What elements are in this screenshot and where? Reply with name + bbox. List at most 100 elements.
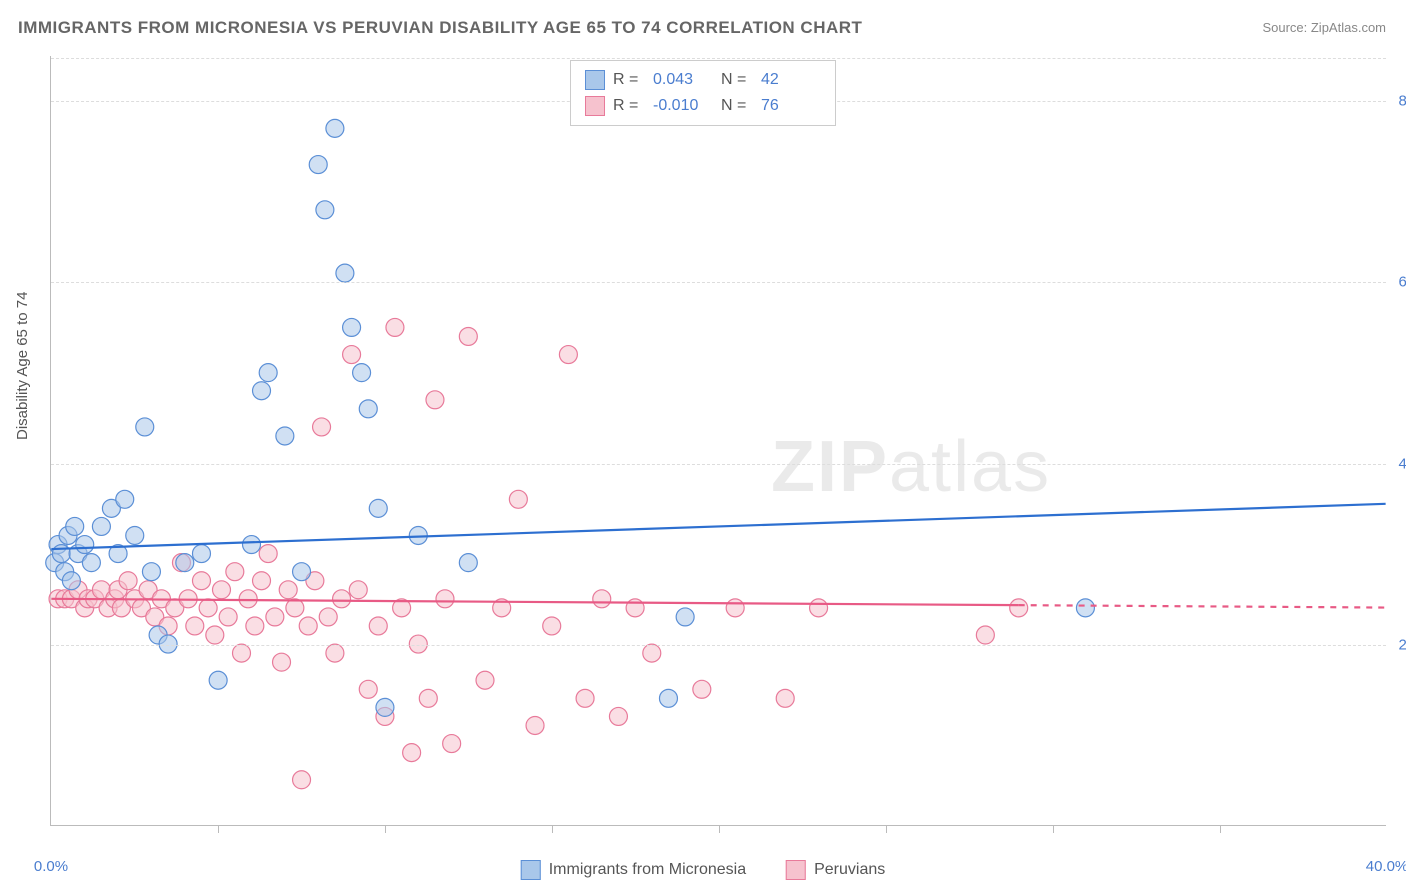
scatter-point — [243, 536, 261, 554]
plot-area: ZIPatlas 20.0%40.0%60.0%80.0%0.0%40.0% — [50, 56, 1386, 826]
scatter-point — [386, 318, 404, 336]
scatter-point — [52, 545, 70, 563]
legend-row: R = -0.010 N = 76 — [585, 93, 821, 119]
scatter-point — [309, 156, 327, 174]
scatter-point — [209, 671, 227, 689]
scatter-point — [459, 554, 477, 572]
x-tick-mark — [218, 825, 219, 833]
scatter-point — [313, 418, 331, 436]
legend-swatch — [786, 860, 806, 880]
scatter-point — [266, 608, 284, 626]
scatter-point — [593, 590, 611, 608]
scatter-point — [976, 626, 994, 644]
x-tick-mark — [1220, 825, 1221, 833]
legend-series-item: Immigrants from Micronesia — [521, 860, 746, 880]
scatter-point — [526, 716, 544, 734]
gridline-h — [51, 282, 1386, 283]
scatter-point — [810, 599, 828, 617]
scatter-svg — [51, 56, 1386, 825]
scatter-point — [403, 744, 421, 762]
legend-series-item: Peruvians — [786, 860, 885, 880]
y-axis-label: Disability Age 65 to 74 — [14, 292, 31, 440]
scatter-point — [116, 490, 134, 508]
scatter-point — [299, 617, 317, 635]
scatter-point — [576, 689, 594, 707]
scatter-point — [726, 599, 744, 617]
scatter-point — [192, 572, 210, 590]
legend-swatch — [585, 96, 605, 116]
scatter-point — [559, 346, 577, 364]
y-tick-label: 40.0% — [1398, 455, 1406, 472]
scatter-point — [293, 563, 311, 581]
scatter-point — [676, 608, 694, 626]
y-tick-label: 60.0% — [1398, 274, 1406, 291]
scatter-point — [246, 617, 264, 635]
scatter-point — [343, 318, 361, 336]
scatter-point — [319, 608, 337, 626]
scatter-point — [62, 572, 80, 590]
x-tick-mark — [1053, 825, 1054, 833]
scatter-point — [476, 671, 494, 689]
legend-r-label: R = — [613, 71, 645, 89]
gridline-h — [51, 645, 1386, 646]
scatter-point — [609, 707, 627, 725]
scatter-point — [192, 545, 210, 563]
scatter-point — [419, 689, 437, 707]
scatter-point — [369, 617, 387, 635]
scatter-point — [643, 644, 661, 662]
scatter-point — [273, 653, 291, 671]
scatter-point — [286, 599, 304, 617]
legend-r-value: -0.010 — [653, 97, 713, 115]
scatter-point — [333, 590, 351, 608]
scatter-point — [199, 599, 217, 617]
scatter-point — [92, 517, 110, 535]
scatter-point — [349, 581, 367, 599]
scatter-point — [376, 698, 394, 716]
source-attribution: Source: ZipAtlas.com — [1262, 20, 1386, 35]
scatter-point — [776, 689, 794, 707]
y-tick-label: 20.0% — [1398, 636, 1406, 653]
x-tick-mark — [385, 825, 386, 833]
legend-swatch — [521, 860, 541, 880]
scatter-point — [119, 572, 137, 590]
scatter-point — [206, 626, 224, 644]
legend-n-value: 76 — [761, 97, 821, 115]
scatter-point — [359, 400, 377, 418]
scatter-point — [82, 554, 100, 572]
y-tick-label: 80.0% — [1398, 93, 1406, 110]
x-tick-mark — [719, 825, 720, 833]
scatter-point — [253, 572, 271, 590]
scatter-point — [436, 590, 454, 608]
scatter-point — [343, 346, 361, 364]
legend-correlation: R =0.043N =42R =-0.010N =76 — [570, 60, 836, 126]
scatter-point — [66, 517, 84, 535]
scatter-point — [1076, 599, 1094, 617]
legend-row: R =0.043N =42 — [585, 67, 821, 93]
trend-line-dashed — [1019, 605, 1386, 607]
scatter-point — [136, 418, 154, 436]
legend-n-label: N = — [721, 97, 753, 115]
scatter-point — [259, 545, 277, 563]
legend-n-value: 42 — [761, 71, 821, 89]
scatter-point — [336, 264, 354, 282]
scatter-point — [279, 581, 297, 599]
legend-n-label: N = — [721, 71, 753, 89]
x-tick-label: 0.0% — [34, 858, 68, 875]
scatter-point — [1010, 599, 1028, 617]
scatter-point — [316, 201, 334, 219]
scatter-point — [259, 364, 277, 382]
scatter-point — [212, 581, 230, 599]
chart-title: IMMIGRANTS FROM MICRONESIA VS PERUVIAN D… — [18, 18, 862, 38]
scatter-point — [693, 680, 711, 698]
scatter-point — [233, 644, 251, 662]
legend-swatch — [585, 70, 605, 90]
scatter-point — [293, 771, 311, 789]
trend-line — [51, 504, 1385, 549]
legend-r-label: R = — [613, 97, 645, 115]
scatter-point — [176, 554, 194, 572]
x-tick-mark — [886, 825, 887, 833]
scatter-point — [253, 382, 271, 400]
scatter-point — [326, 119, 344, 137]
scatter-point — [359, 680, 377, 698]
scatter-point — [126, 527, 144, 545]
